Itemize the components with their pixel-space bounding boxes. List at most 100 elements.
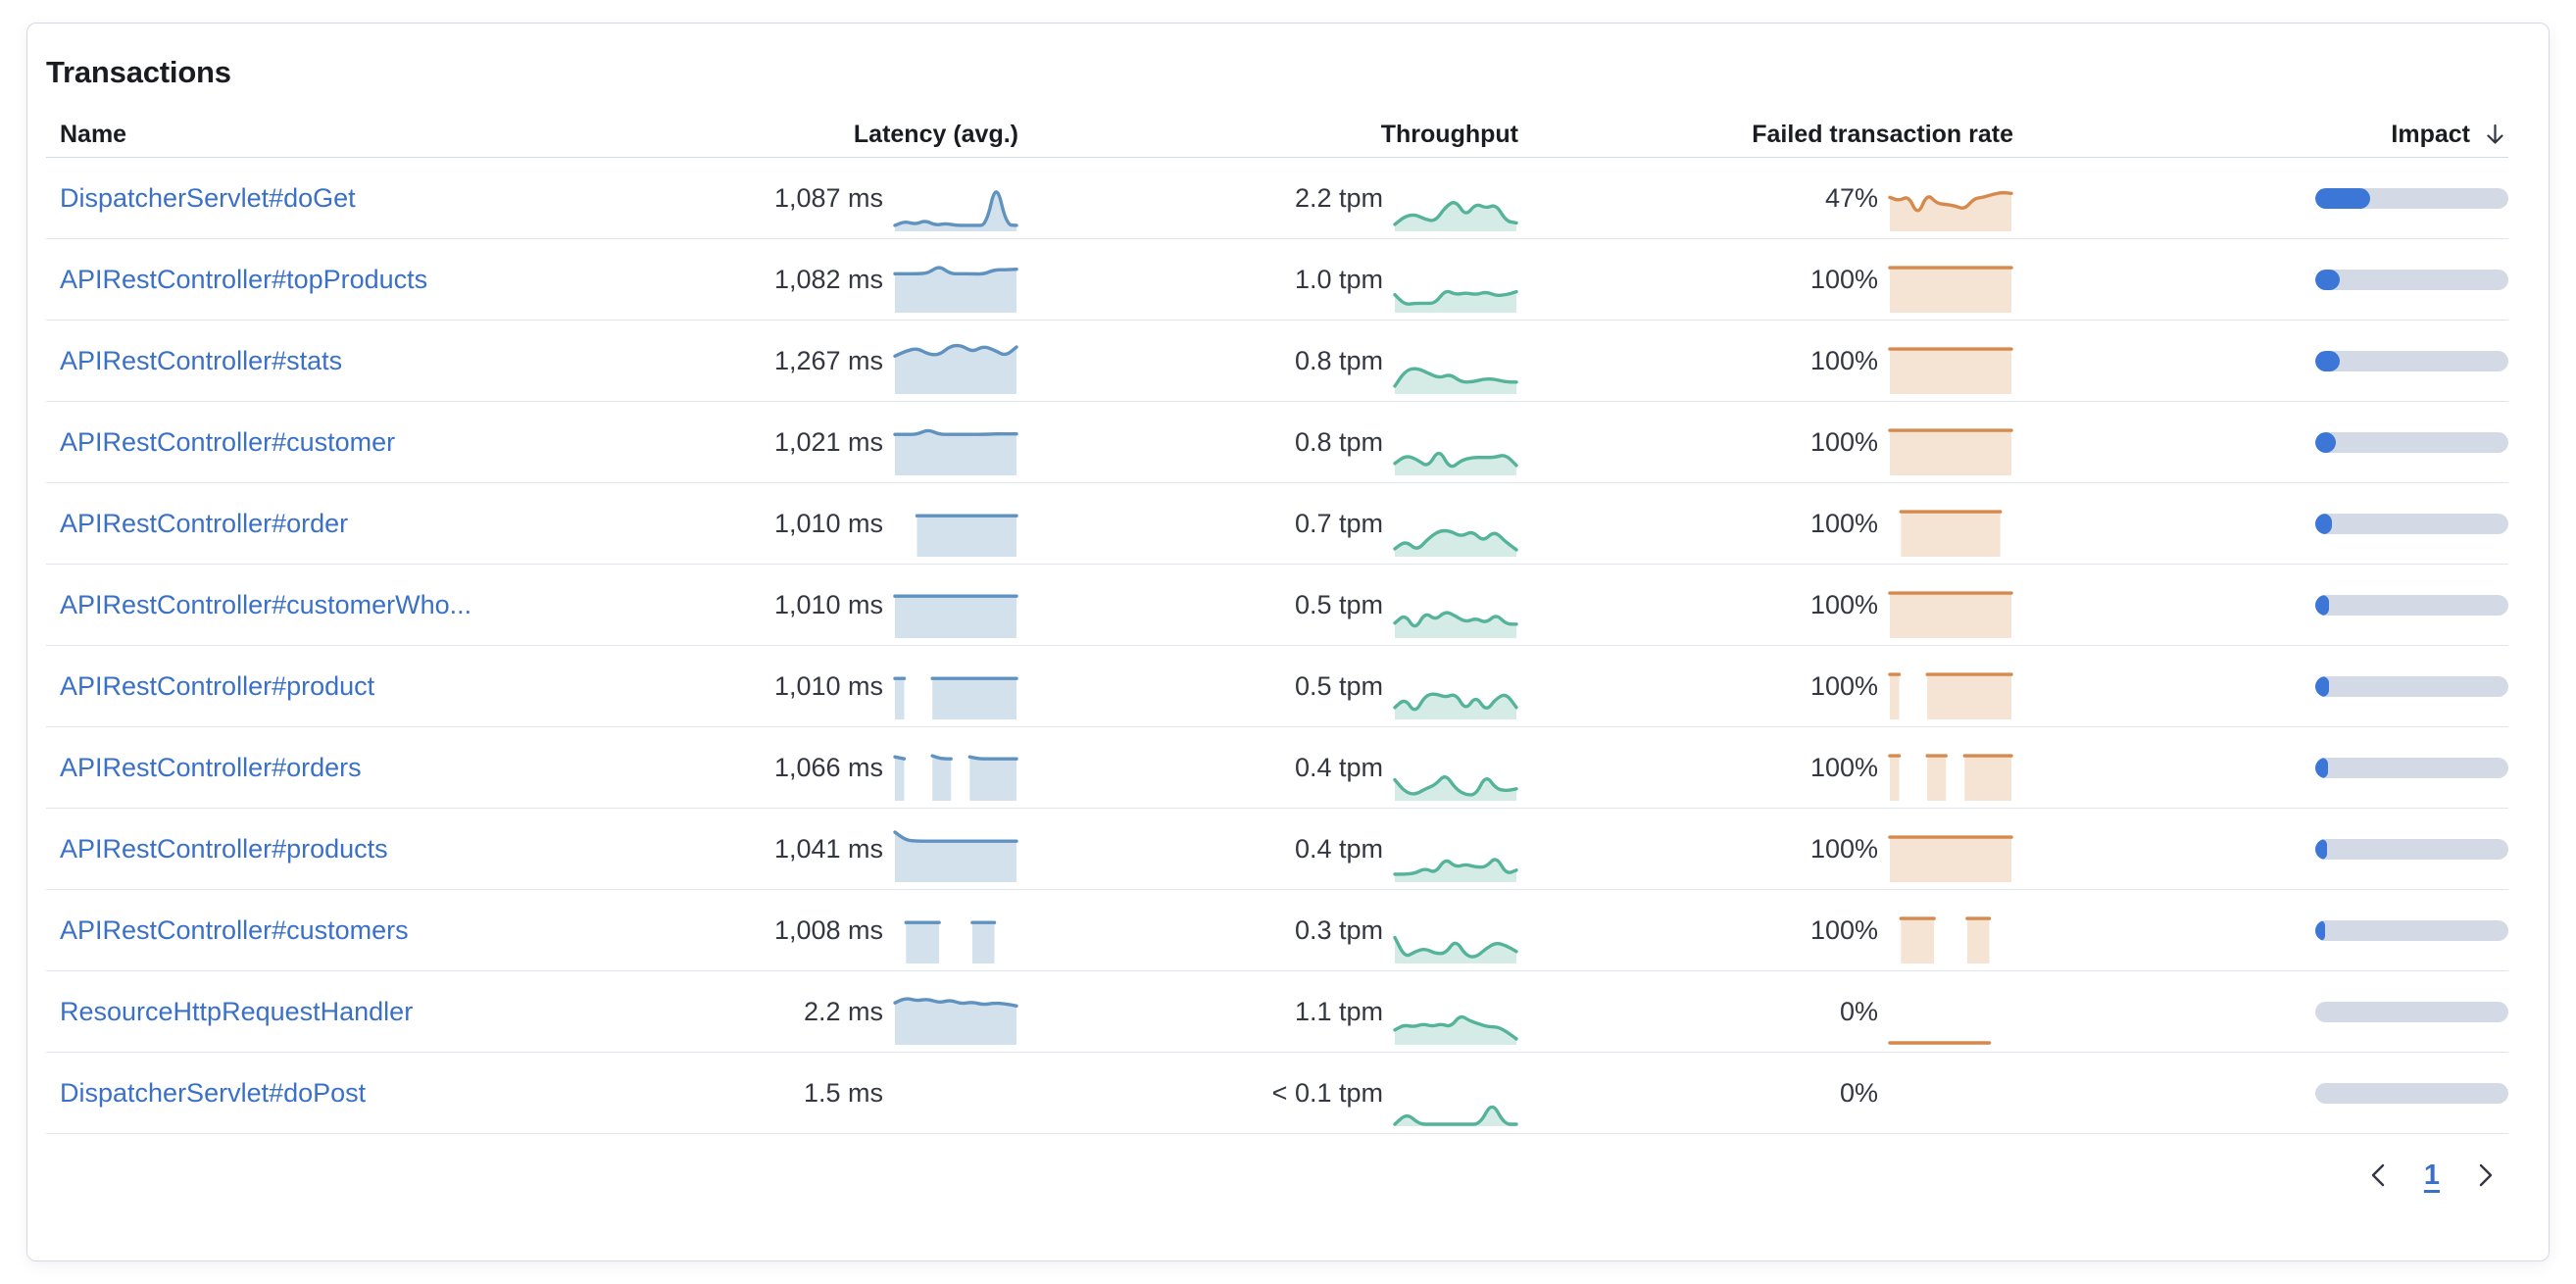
- pagination: 1: [46, 1154, 2508, 1197]
- transaction-link[interactable]: APIRestController#product: [60, 670, 375, 701]
- failed-rate-value: 100%: [1809, 264, 1878, 294]
- throughput-sparkline: [1393, 990, 1518, 1045]
- failed-rate-sparkline: [1888, 583, 2013, 638]
- failed-rate-value: 100%: [1809, 589, 1878, 619]
- table-row: DispatcherServlet#doPost 1.5 ms < 0.1 tp…: [46, 1053, 2508, 1134]
- throughput-value: 0.5 tpm: [1294, 589, 1383, 619]
- latency-value: 1,267 ms: [773, 345, 883, 375]
- failed-rate-sparkline: [1888, 258, 2013, 313]
- latency-value: 1,087 ms: [773, 182, 883, 213]
- transaction-link[interactable]: APIRestController#products: [60, 833, 388, 864]
- throughput-sparkline: [1393, 665, 1518, 719]
- failed-rate-value: 100%: [1809, 914, 1878, 945]
- chevron-left-icon: [2371, 1163, 2385, 1187]
- table-row: APIRestController#order 1,010 ms 0.7 tpm…: [46, 483, 2508, 565]
- latency-sparkline: [893, 420, 1018, 475]
- impact-bar: [2315, 919, 2508, 941]
- failed-rate-value: 100%: [1809, 345, 1878, 375]
- impact-bar-fill: [2315, 269, 2340, 290]
- impact-bar: [2315, 594, 2508, 616]
- table-row: APIRestController#product 1,010 ms 0.5 t…: [46, 646, 2508, 727]
- latency-value: 1,066 ms: [773, 752, 883, 782]
- failed-rate-sparkline: [1888, 827, 2013, 882]
- impact-bar: [2315, 187, 2508, 209]
- next-page-button[interactable]: [2463, 1154, 2506, 1197]
- sort-descending-icon: [2487, 123, 2503, 144]
- latency-sparkline: [893, 339, 1018, 394]
- latency-sparkline: [893, 665, 1018, 719]
- impact-bar: [2315, 350, 2508, 371]
- throughput-sparkline: [1393, 1071, 1518, 1126]
- latency-sparkline: [893, 827, 1018, 882]
- latency-sparkline: [893, 583, 1018, 638]
- previous-page-button[interactable]: [2357, 1154, 2401, 1197]
- failed-rate-sparkline: [1888, 1071, 2013, 1126]
- transaction-link[interactable]: DispatcherServlet#doPost: [60, 1077, 367, 1108]
- throughput-value: 0.5 tpm: [1294, 670, 1383, 701]
- transaction-link[interactable]: APIRestController#customer: [60, 426, 396, 457]
- transaction-link[interactable]: APIRestController#topProducts: [60, 264, 428, 294]
- column-header-latency[interactable]: Latency (avg.): [724, 121, 1018, 149]
- latency-sparkline: [893, 258, 1018, 313]
- impact-bar: [2315, 1082, 2508, 1104]
- failed-rate-sparkline: [1888, 176, 2013, 231]
- throughput-sparkline: [1393, 583, 1518, 638]
- transaction-link[interactable]: APIRestController#customers: [60, 914, 409, 945]
- transaction-link[interactable]: ResourceHttpRequestHandler: [60, 996, 414, 1026]
- impact-bar: [2315, 838, 2508, 860]
- impact-bar: [2315, 675, 2508, 697]
- failed-rate-value: 0%: [1839, 996, 1878, 1026]
- throughput-sparkline: [1393, 420, 1518, 475]
- failed-rate-sparkline: [1888, 746, 2013, 801]
- transaction-link[interactable]: DispatcherServlet#doGet: [60, 182, 356, 213]
- latency-value: 1,041 ms: [773, 833, 883, 864]
- failed-rate-sparkline: [1888, 502, 2013, 557]
- transactions-table: Name Latency (avg.) Throughput Failed tr…: [46, 112, 2508, 1134]
- transactions-card: Transactions Name Latency (avg.) Through…: [26, 23, 2550, 1261]
- column-header-latency-label: Latency (avg.): [853, 120, 1018, 148]
- latency-value: 1,010 ms: [773, 670, 883, 701]
- throughput-value: 1.0 tpm: [1294, 264, 1383, 294]
- failed-rate-value: 100%: [1809, 426, 1878, 457]
- table-row: APIRestController#orders 1,066 ms 0.4 tp…: [46, 727, 2508, 809]
- transaction-link[interactable]: APIRestController#stats: [60, 345, 343, 375]
- table-row: APIRestController#customerWho... 1,010 m…: [46, 565, 2508, 646]
- throughput-sparkline: [1393, 909, 1518, 963]
- page-1-button[interactable]: 1: [2414, 1156, 2450, 1196]
- column-header-failed-rate[interactable]: Failed transaction rate: [1518, 121, 2013, 149]
- latency-sparkline: [893, 176, 1018, 231]
- failed-rate-value: 100%: [1809, 670, 1878, 701]
- failed-rate-sparkline: [1888, 339, 2013, 394]
- latency-value: 2.2 ms: [803, 996, 883, 1026]
- latency-sparkline: [893, 1071, 1018, 1126]
- failed-rate-sparkline: [1888, 909, 2013, 963]
- latency-sparkline: [893, 909, 1018, 963]
- column-header-throughput[interactable]: Throughput: [1018, 121, 1518, 149]
- column-header-impact[interactable]: Impact: [2013, 121, 2508, 149]
- throughput-value: 2.2 tpm: [1294, 182, 1383, 213]
- impact-bar-fill: [2315, 919, 2325, 941]
- latency-sparkline: [893, 502, 1018, 557]
- impact-bar-fill: [2315, 431, 2336, 453]
- latency-value: 1,010 ms: [773, 589, 883, 619]
- throughput-value: 0.4 tpm: [1294, 833, 1383, 864]
- failed-rate-value: 47%: [1824, 182, 1878, 213]
- latency-sparkline: [893, 746, 1018, 801]
- throughput-sparkline: [1393, 827, 1518, 882]
- latency-value: 1,010 ms: [773, 508, 883, 538]
- transaction-link[interactable]: APIRestController#customerWho...: [60, 589, 472, 619]
- latency-value: 1,021 ms: [773, 426, 883, 457]
- column-header-throughput-label: Throughput: [1380, 120, 1518, 148]
- table-row: ResourceHttpRequestHandler 2.2 ms 1.1 tp…: [46, 971, 2508, 1053]
- throughput-value: 0.7 tpm: [1294, 508, 1383, 538]
- table-row: APIRestController#products 1,041 ms 0.4 …: [46, 809, 2508, 890]
- impact-bar-fill: [2315, 187, 2371, 209]
- latency-sparkline: [893, 990, 1018, 1045]
- impact-bar: [2315, 431, 2508, 453]
- column-header-name: Name: [60, 120, 127, 148]
- table-body: DispatcherServlet#doGet 1,087 ms 2.2 tpm…: [46, 158, 2508, 1134]
- failed-rate-sparkline: [1888, 420, 2013, 475]
- transaction-link[interactable]: APIRestController#order: [60, 508, 349, 538]
- transaction-link[interactable]: APIRestController#orders: [60, 752, 362, 782]
- latency-value: 1,082 ms: [773, 264, 883, 294]
